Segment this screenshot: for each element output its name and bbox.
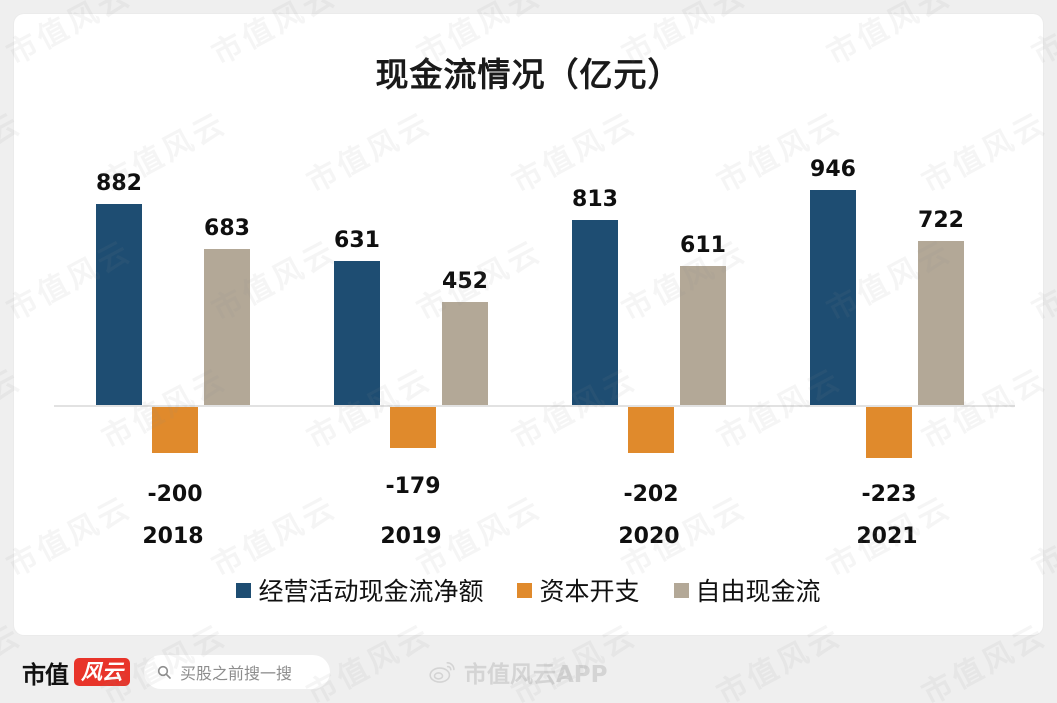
search-icon: [157, 665, 171, 679]
bar-2021-free-cash-flow[interactable]: [918, 241, 964, 405]
bar-label-2019-operating-cash-flow: 631: [334, 228, 380, 253]
brand-name-text: 市值: [22, 660, 69, 689]
bar-2021-operating-cash-flow[interactable]: [810, 190, 856, 405]
bar-2020-operating-cash-flow[interactable]: [572, 220, 618, 405]
search-placeholder-text: 买股之前搜一搜: [180, 664, 293, 683]
search-input[interactable]: 买股之前搜一搜: [144, 655, 330, 689]
weibo-label: 市值风云APP: [464, 662, 608, 688]
zero-axis-line: [54, 405, 1015, 407]
bar-label-2018-operating-cash-flow: 882: [96, 171, 142, 196]
bar-label-2020-capex: -202: [623, 482, 679, 507]
bar-2020-free-cash-flow[interactable]: [680, 266, 726, 405]
legend-swatch-icon-capex: [517, 582, 533, 598]
bar-chart-plot: 882 -200 683 2018 631 -179 452 2019 813 …: [14, 14, 1043, 635]
legend-label-capex: 资本开支: [539, 577, 640, 606]
legend-item-capex[interactable]: 资本开支: [517, 572, 640, 608]
legend-swatch-icon-operating-cash-flow: [236, 582, 252, 598]
bar-2018-free-cash-flow[interactable]: [204, 249, 250, 405]
legend-item-free-cash-flow[interactable]: 自由现金流: [673, 572, 821, 608]
weibo-handle[interactable]: 市值风云APP: [428, 641, 608, 703]
bar-label-2018-free-cash-flow: 683: [204, 216, 250, 241]
brand-badge-text: 风云: [74, 657, 130, 687]
bar-label-2021-capex: -223: [861, 482, 917, 507]
legend-item-operating-cash-flow[interactable]: 经营活动现金流净额: [236, 572, 483, 608]
bar-label-2021-operating-cash-flow: 946: [810, 157, 856, 182]
bar-label-2018-capex: -200: [147, 482, 203, 507]
bar-2020-capex[interactable]: [628, 407, 674, 453]
bar-label-2019-capex: -179: [385, 474, 441, 499]
bar-label-2021-free-cash-flow: 722: [918, 208, 964, 233]
category-label-2021: 2021: [856, 524, 918, 549]
bar-2018-capex[interactable]: [152, 407, 198, 453]
legend-label-free-cash-flow: 自由现金流: [695, 577, 821, 606]
footer-bar: 市值 风云 买股之前搜一搜 市值风云APP: [0, 641, 1057, 703]
chart-card: 现金流情况（亿元） 882 -200 683 2018 631 -179 452…: [14, 14, 1043, 635]
bar-label-2019-free-cash-flow: 452: [442, 269, 488, 294]
bar-2019-operating-cash-flow[interactable]: [334, 261, 380, 405]
category-label-2019: 2019: [380, 524, 442, 549]
legend-label-operating-cash-flow: 经营活动现金流净额: [258, 577, 484, 606]
category-label-2018: 2018: [142, 524, 204, 549]
category-label-2020: 2020: [618, 524, 680, 549]
bar-2019-free-cash-flow[interactable]: [442, 302, 488, 405]
bar-2021-capex[interactable]: [866, 407, 912, 458]
bar-2019-capex[interactable]: [390, 407, 436, 448]
brand-logo[interactable]: 市值 风云: [22, 655, 130, 690]
chart-legend: 经营活动现金流净额 资本开支 自由现金流: [14, 572, 1043, 608]
weibo-icon: [429, 662, 455, 683]
bar-label-2020-free-cash-flow: 611: [680, 233, 726, 258]
legend-swatch-icon-free-cash-flow: [673, 582, 689, 598]
bar-2018-operating-cash-flow[interactable]: [96, 204, 142, 405]
bar-label-2020-operating-cash-flow: 813: [572, 187, 618, 212]
page-title: 现金流情况（亿元）: [375, 55, 682, 94]
